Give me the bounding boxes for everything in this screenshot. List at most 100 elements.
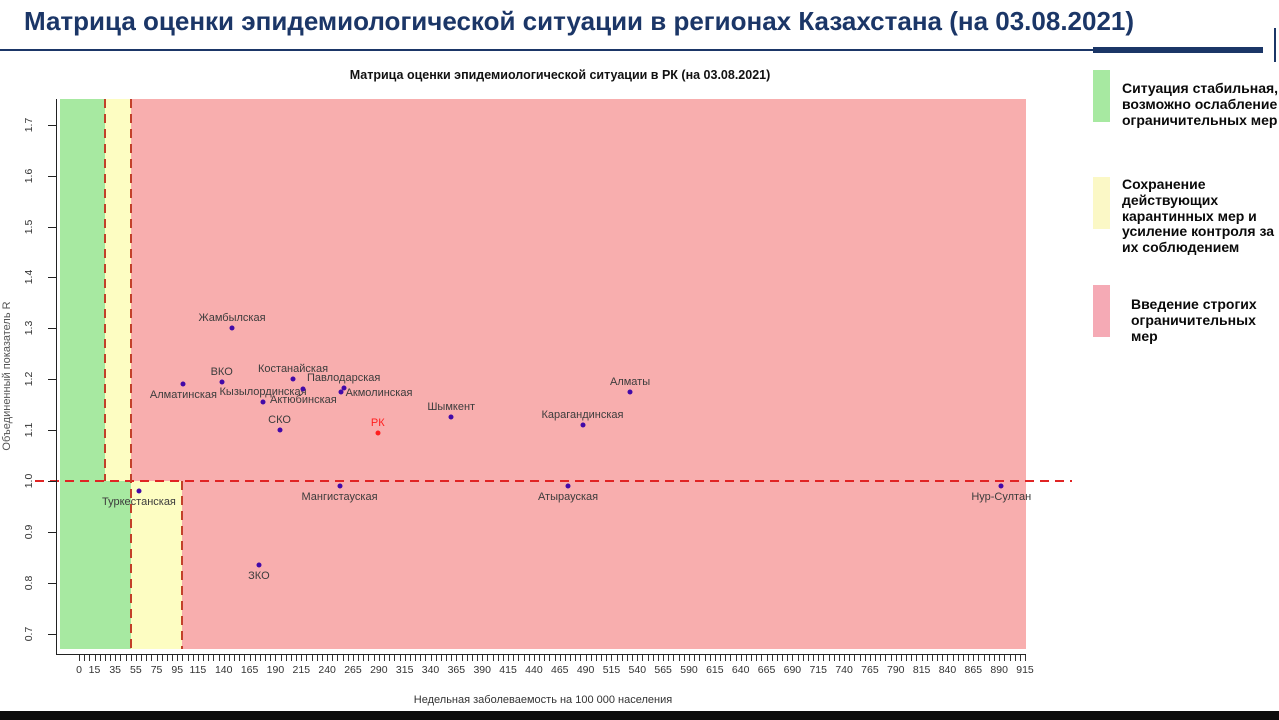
x-tick	[337, 655, 339, 661]
x-tick	[766, 655, 768, 661]
x-tick-label: 440	[525, 664, 543, 676]
x-tick	[502, 655, 504, 661]
point-label: Актюбинская	[269, 394, 337, 407]
x-axis-line	[56, 654, 1027, 655]
data-point	[627, 389, 633, 395]
reference-line-x100-lower	[181, 481, 184, 649]
x-tick-label: 240	[318, 664, 336, 676]
x-tick	[213, 655, 215, 661]
x-tick	[492, 655, 494, 661]
x-tick	[259, 655, 261, 661]
point-label: ЗКО	[248, 569, 270, 582]
x-tick-label: 35	[109, 664, 122, 676]
x-tick	[906, 655, 908, 661]
y-tick-label: 1.2	[23, 371, 35, 387]
x-tick	[751, 655, 753, 661]
legend-swatch-yellow	[1093, 177, 1110, 229]
x-tick-label: 840	[938, 664, 957, 676]
x-tick	[347, 655, 349, 661]
x-tick	[787, 655, 789, 661]
data-point	[180, 381, 186, 387]
x-tick	[513, 655, 515, 661]
x-tick	[130, 655, 132, 661]
x-axis-title: Недельная заболеваемость на 100 000 насе…	[413, 694, 673, 706]
x-tick	[327, 655, 329, 661]
point-label: Алматинская	[149, 389, 217, 402]
x-tick	[84, 655, 86, 661]
x-tick	[926, 655, 928, 661]
y-tick-label: 1.7	[23, 117, 35, 132]
x-tick	[399, 655, 401, 661]
y-tick	[48, 379, 56, 381]
x-tick-label: 615	[706, 664, 724, 676]
y-axis-line	[56, 99, 57, 655]
x-tick	[451, 655, 453, 661]
x-tick	[647, 655, 649, 661]
x-tick	[942, 655, 944, 661]
x-tick	[725, 655, 727, 661]
x-tick	[363, 655, 365, 661]
y-tick-label: 1.3	[23, 320, 35, 336]
x-tick	[1009, 655, 1011, 661]
x-tick	[120, 655, 122, 661]
x-tick	[409, 655, 411, 661]
x-tick	[172, 655, 174, 661]
x-tick	[833, 655, 835, 661]
x-tick	[797, 655, 799, 661]
x-tick	[813, 655, 815, 661]
x-tick-label: 515	[602, 664, 621, 676]
x-tick	[621, 655, 623, 661]
point-label: Акмолинская	[345, 386, 413, 399]
data-point	[229, 325, 235, 331]
x-tick	[828, 655, 830, 661]
x-tick	[771, 655, 773, 661]
zone-pink-upper	[130, 99, 1027, 481]
x-tick-label: 315	[395, 664, 414, 676]
x-tick	[523, 655, 525, 661]
x-tick-label: 540	[628, 664, 647, 676]
x-tick	[864, 655, 866, 661]
legend-text-line: усиление контроля за	[1122, 223, 1275, 240]
point-label: Нур-Султан	[971, 491, 1032, 504]
legend-text-line: Ситуация стабильная,	[1122, 80, 1279, 96]
x-tick	[761, 655, 763, 661]
x-tick	[394, 655, 396, 661]
x-tick	[988, 655, 990, 661]
x-tick-label: 215	[292, 664, 311, 676]
x-tick	[735, 655, 737, 661]
x-tick	[487, 655, 489, 661]
x-tick	[187, 655, 189, 661]
x-tick-label: 765	[861, 664, 879, 676]
x-tick	[709, 655, 711, 661]
x-tick	[978, 655, 980, 661]
data-point	[300, 386, 306, 392]
legend-text-line: возможно ослабление	[1122, 95, 1278, 112]
x-tick	[999, 655, 1001, 661]
x-tick	[404, 655, 406, 661]
x-tick	[844, 655, 846, 661]
x-tick	[916, 655, 918, 661]
x-tick	[177, 655, 179, 661]
x-tick	[389, 655, 391, 661]
x-tick	[880, 655, 882, 661]
x-tick	[678, 655, 680, 661]
x-tick	[352, 655, 354, 661]
x-tick	[244, 655, 246, 661]
x-tick	[135, 655, 137, 661]
x-tick	[606, 655, 608, 661]
zone-yellow-upper	[104, 99, 131, 481]
y-tick-label: 0.7	[23, 626, 35, 641]
reference-line-x50-full	[129, 99, 132, 649]
x-tick	[430, 655, 432, 661]
x-tick	[239, 655, 241, 661]
legend-swatch-green	[1093, 70, 1110, 122]
x-tick	[776, 655, 778, 661]
x-tick-label: 790	[887, 664, 905, 676]
x-tick-label: 465	[550, 664, 569, 676]
x-tick	[626, 655, 628, 661]
zone-yellow-lower	[130, 481, 183, 649]
x-tick	[838, 655, 840, 661]
x-tick-label: 365	[447, 664, 466, 676]
x-tick	[1004, 655, 1006, 661]
